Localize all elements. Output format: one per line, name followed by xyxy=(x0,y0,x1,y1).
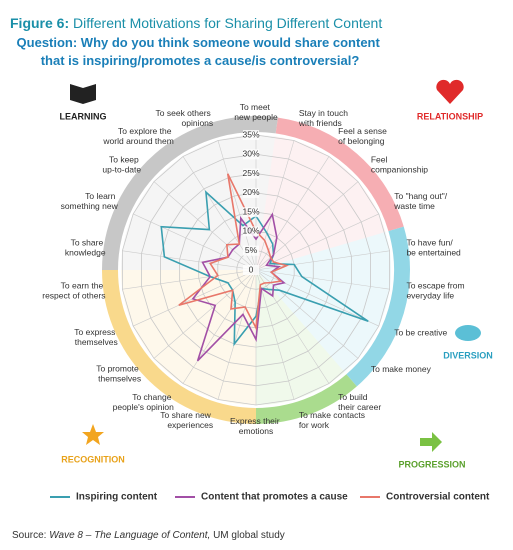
spoke xyxy=(182,269,257,384)
series-line xyxy=(178,173,289,331)
y-tick-label: 10% xyxy=(242,226,259,236)
ring-band xyxy=(275,117,404,232)
group-label: RELATIONSHIP xyxy=(417,111,483,121)
category-label: To make contacts for work xyxy=(299,410,368,430)
ring-band xyxy=(346,226,410,387)
spoke xyxy=(122,250,257,271)
y-tick-label: 25% xyxy=(242,168,259,178)
legend-label: Inspiring content xyxy=(76,492,158,503)
source: Source: Wave 8 – The Language of Content… xyxy=(12,530,285,541)
category-label: To seek others opinions xyxy=(156,108,214,128)
source-rest: UM global study xyxy=(213,530,285,541)
category-label: Stay in touch with friends xyxy=(298,108,351,128)
spoke xyxy=(133,213,257,271)
sector xyxy=(256,231,391,373)
legend-label: Content that promotes a cause xyxy=(201,492,348,503)
y-tick-label: 0 xyxy=(249,264,254,274)
group-label: RECOGNITION xyxy=(61,454,125,464)
category-label: To express themselves xyxy=(74,327,117,347)
ring-band xyxy=(255,374,357,424)
source-label: Source: xyxy=(12,530,46,541)
subtitle: Question: Why do you think someone would… xyxy=(17,35,384,68)
legend-label: Controversial content xyxy=(386,492,490,503)
title-text: Different Motivations for Sharing Differ… xyxy=(73,15,382,31)
category-label: Feel a sense of belonging xyxy=(338,126,389,146)
group-label: DIVERSION xyxy=(443,350,493,360)
group-label: LEARNING xyxy=(60,111,107,121)
spoke xyxy=(153,269,257,359)
sector xyxy=(256,136,386,270)
y-tick-label: 15% xyxy=(242,206,259,216)
category-label: To make money xyxy=(371,364,432,374)
tick-label-bg xyxy=(243,245,259,256)
category-label: To keep up-to-date xyxy=(102,155,141,175)
category-label: Feel companionship xyxy=(371,155,428,175)
tick-label-bg xyxy=(243,207,259,218)
spoke xyxy=(255,140,295,271)
y-tick-label: 30% xyxy=(242,149,259,159)
category-label: To learn something new xyxy=(61,191,119,211)
category-label: Express their emotions xyxy=(230,416,282,436)
title-prefix: Figure 6: xyxy=(10,15,69,31)
tick-label-bg xyxy=(243,265,259,275)
category-label: To build their career xyxy=(338,392,381,412)
icons xyxy=(70,79,481,452)
spoke xyxy=(153,181,257,271)
title: Figure 6: Different Motivations for Shar… xyxy=(10,15,382,31)
sector xyxy=(121,135,276,270)
category-label: To share knowledge xyxy=(65,238,106,258)
tick-label-bg xyxy=(243,149,259,160)
spoke xyxy=(255,269,390,290)
category-label: To escape from everyday life xyxy=(406,281,466,301)
ring-band xyxy=(102,269,257,424)
tick-label-bg xyxy=(243,168,259,179)
spoke xyxy=(217,269,257,400)
source-title: Wave 8 – The Language of Content, xyxy=(49,530,210,541)
spoke xyxy=(255,269,295,400)
category-label: To share new experiences xyxy=(160,410,213,430)
category-label: To change people's opinion xyxy=(113,392,174,412)
category-label: To explore the world around them xyxy=(102,126,173,146)
spoke xyxy=(255,269,379,327)
category-label: To have fun/ be entertained xyxy=(406,238,461,258)
category-label: To "hang out"/ waste time xyxy=(393,191,449,211)
series-line xyxy=(191,212,286,362)
series-line xyxy=(160,190,369,347)
spoke xyxy=(255,213,379,271)
ring-band xyxy=(102,116,278,271)
spoke xyxy=(122,269,257,290)
sector xyxy=(256,270,345,405)
category-label: To earn the respect of others xyxy=(42,281,105,301)
category-label: To be creative xyxy=(394,327,447,337)
spoke xyxy=(133,269,257,327)
category-label: To meet new people xyxy=(234,102,278,122)
category-label: To promote themselves xyxy=(96,364,141,384)
y-tick-label: 20% xyxy=(242,187,259,197)
tick-label-bg xyxy=(243,130,259,140)
group-label: PROGRESSION xyxy=(398,459,465,469)
tick-label-bg xyxy=(243,226,259,237)
y-tick-label: 35% xyxy=(242,129,259,139)
y-tick-label: 5% xyxy=(245,245,258,255)
tick-label-bg xyxy=(243,187,259,198)
